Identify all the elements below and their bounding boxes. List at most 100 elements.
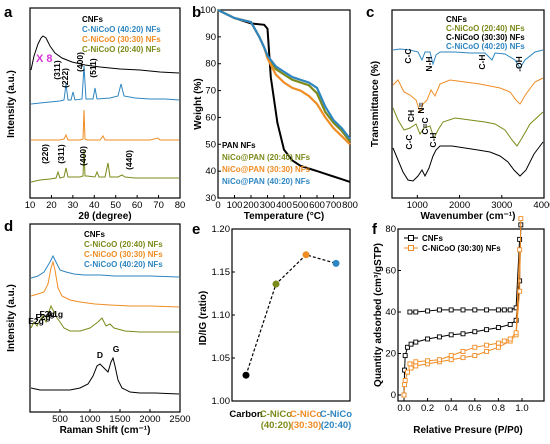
ratio-point: [302, 251, 310, 259]
isotherm-point: [460, 331, 466, 337]
isotherm-point: [484, 307, 490, 313]
panel-d-ylabel: Intensity (a.u.): [6, 284, 17, 352]
peak-label: (311): [52, 60, 62, 80]
panel-b-series: [217, 9, 351, 183]
y-tick-label: 20: [385, 349, 396, 360]
peak-label: (400): [75, 52, 85, 72]
panel-b-legend-3: NiCo@PAN (30:30) NFs: [222, 165, 311, 174]
panel-f-legend-marker-1: [408, 235, 414, 241]
isotherm-point: [436, 334, 442, 340]
isotherm-point: [517, 247, 523, 253]
y-tick-label: 30: [205, 193, 216, 204]
panel-a-legend-3: C-NiCoO (30:30) NFs: [82, 35, 161, 44]
x-tick-label: 600: [309, 200, 325, 211]
panel-d-trace-black: [30, 356, 180, 395]
panel-e-label: e: [192, 221, 200, 238]
panel-c-legend-3: C-NiCoO (30:30) NFs: [446, 33, 525, 42]
isotherm-point: [495, 344, 501, 350]
panel-d-legend-3: C-NiCoO (30:30) NFs: [84, 250, 163, 259]
isotherm-point: [407, 361, 413, 367]
peak-label: (400): [78, 146, 88, 166]
panel-d-trace-blue: [30, 254, 180, 279]
isotherm-point: [495, 307, 501, 313]
x-tick-label: 10: [25, 200, 36, 211]
x-tick-label: 500: [52, 414, 68, 425]
category-label: C-NiCo: [320, 409, 352, 420]
panel-a-xlabel: 2θ (degree): [78, 211, 131, 222]
isotherm-point: [460, 348, 466, 354]
ftir-band-label: N-H: [424, 56, 434, 71]
y-tick-label: 1.05: [212, 353, 231, 364]
tga-series-line: [217, 9, 351, 143]
isotherm-point: [484, 327, 490, 333]
isotherm-point: [408, 365, 414, 371]
panel-a-frame: [29, 7, 181, 199]
isotherm-point: [460, 355, 466, 361]
isotherm-point: [448, 332, 454, 338]
x-tick-label: 1.0: [515, 403, 528, 414]
panel-e-ylabel: ID/IG (ratio): [198, 291, 209, 345]
panel-d-legend-1: CNFs: [84, 230, 105, 239]
isotherm-point: [413, 363, 419, 369]
x-tick-label: 60: [132, 200, 143, 211]
panel-a-legend-2: C-NiCoO (40:20) NFs: [82, 25, 161, 34]
category-label: Carbon: [229, 409, 262, 420]
isotherm-point: [448, 353, 454, 359]
category-label: (20:40): [321, 420, 352, 431]
panel-f-legend-1: CNFs: [422, 234, 443, 243]
panel-f-ylabel: Quantity adsorbed (cm³/gSTP): [373, 243, 384, 387]
panel-b-legend-4: NiCo@PAN (40:20) NFs: [222, 177, 311, 186]
x-tick-label: 80: [175, 200, 186, 211]
isotherm-point: [501, 338, 507, 344]
raman-mode-label: E2g: [28, 316, 44, 326]
isotherm-point: [413, 359, 419, 365]
category-label: C-NiCo: [290, 409, 322, 420]
panel-f: f Quantity adsorbed (cm³/gSTP) Relative …: [372, 216, 545, 436]
panel-a-ylabel: Intensity (a.u.): [6, 70, 17, 138]
panel-e-frame: [231, 228, 351, 402]
panel-d-frame: [29, 223, 181, 413]
isotherm-point: [407, 309, 413, 315]
x-tick-label: 4000: [533, 200, 550, 211]
y-tick-label: 100: [200, 5, 216, 16]
panel-d-legend-4: C-NiCoO (40:20) NFs: [84, 260, 163, 269]
x-tick-label: 1000: [79, 414, 100, 425]
ftir-band-label: C-H: [477, 54, 487, 69]
isotherm-point: [517, 236, 523, 242]
x-tick-label: 200: [243, 200, 259, 211]
x-tick-label: 100: [227, 200, 243, 211]
x-tick-label: 0.8: [492, 403, 505, 414]
ftir-band-label: C-H: [428, 132, 438, 147]
x-tick-label: 2000: [449, 200, 470, 211]
panel-c-trace-blue: [392, 48, 544, 69]
tga-series-line: [217, 9, 351, 183]
panel-c-ylabel: Transmittance (%): [370, 61, 381, 147]
y-tick-label: 40: [205, 166, 216, 177]
category-label: C-NiCo: [260, 409, 292, 420]
x-tick-label: 0: [215, 200, 220, 211]
x-tick-label: 1000: [407, 200, 428, 211]
peak-label: (311): [56, 144, 66, 164]
panel-b: b Weight (%) Temperature (°C) 0 100 200 300…: [192, 4, 358, 222]
isotherm-point: [448, 307, 454, 313]
x-tick-label: 30: [68, 200, 79, 211]
ratio-point: [332, 259, 340, 267]
panel-a-trace-orange: [31, 109, 179, 141]
ratio-point: [272, 280, 280, 288]
isotherm-point: [448, 357, 454, 363]
x-tick-label: 2000: [139, 414, 160, 425]
category-label: (40:20): [261, 420, 292, 431]
x-tick-label: 0.0: [397, 403, 410, 414]
isotherm-point: [460, 307, 466, 313]
panel-c-trace-orange: [392, 77, 544, 114]
panel-a-olive-peak-labels: (220) (311) (400) (440): [40, 144, 134, 170]
panel-b-label: b: [192, 4, 201, 21]
panel-b-xlabel: Temperature (°C): [244, 211, 325, 222]
panel-c-xlabel: Wavenumber (cm⁻¹): [421, 211, 516, 222]
panel-a-blue-peak-labels: (311)(222) (400) (511): [52, 52, 98, 88]
y-tick-label: 60: [385, 266, 396, 277]
panel-d-xticks: 500 1000 1500 2000 2500: [52, 409, 191, 425]
raman-mode-label: G: [113, 344, 120, 354]
isotherm-point: [405, 344, 410, 350]
